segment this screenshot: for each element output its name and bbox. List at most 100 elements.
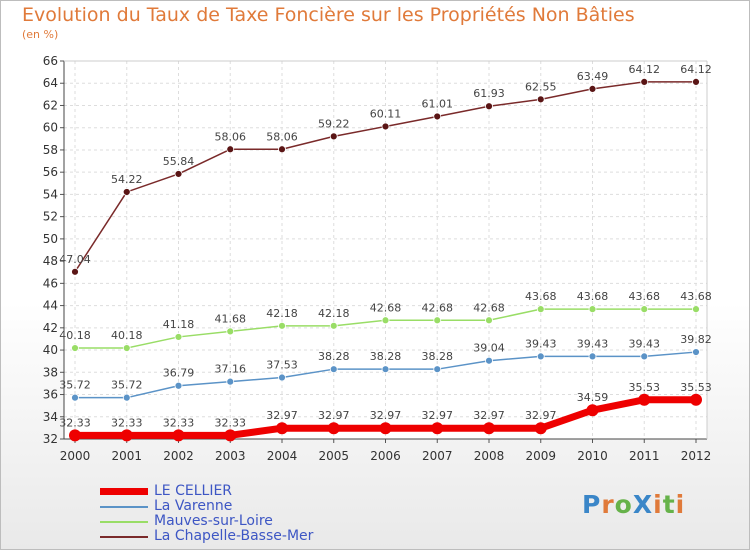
data-label: 43.68 [577,290,609,303]
legend-swatch [100,488,148,495]
data-point [588,85,597,93]
legend-label: LE CELLIER [154,483,233,499]
data-point [483,422,495,435]
y-tick-label: 32 [43,432,58,446]
data-point [588,305,597,314]
data-point [638,393,651,406]
x-tick-label: 2003 [215,449,246,463]
data-point [692,78,700,86]
y-tick-label: 52 [43,210,58,224]
x-tick-label: 2002 [163,449,194,463]
x-tick-label: 2012 [681,449,712,463]
y-tick-label: 44 [43,299,58,313]
data-point [327,422,340,435]
data-label: 42.68 [422,301,454,314]
data-point [381,122,390,131]
data-point [174,170,183,178]
legend-item: LE CELLIER [100,484,313,499]
x-tick-label: 2008 [474,449,505,463]
logo-letter: i [653,490,663,519]
data-label: 35.53 [629,381,661,394]
data-label: 39.43 [629,337,661,350]
legend-item: La Chapelle-Basse-Mer [100,529,313,544]
data-label: 58.06 [215,130,247,143]
y-tick-label: 34 [43,410,58,424]
x-tick-label: 2006 [370,449,401,463]
data-label: 42.18 [266,307,298,320]
data-label: 32.97 [525,409,557,422]
data-label: 32.33 [111,416,143,429]
data-point [640,305,649,314]
data-point [536,305,545,314]
data-point [329,321,338,330]
y-tick-label: 50 [43,232,58,246]
data-label: 64.12 [680,63,712,76]
data-label: 40.18 [59,329,91,342]
data-label: 32.97 [422,409,454,422]
data-label: 47.04 [59,253,91,266]
chart-unit-label: (en %) [22,28,59,41]
y-tick-label: 56 [43,165,58,179]
y-tick-label: 64 [43,76,58,90]
data-label: 37.53 [266,359,298,372]
data-point [278,321,286,330]
y-tick-label: 38 [43,365,58,379]
data-point [381,316,390,325]
data-label: 63.49 [577,70,609,83]
data-label: 38.28 [422,350,454,363]
data-label: 32.33 [215,416,247,429]
data-point [329,365,338,374]
data-label: 32.97 [370,409,402,422]
data-point [122,393,131,402]
data-label: 41.18 [163,318,195,331]
data-label: 59.22 [318,117,350,130]
legend-label: Mauves-sur-Loire [154,513,273,529]
data-point [586,404,599,417]
x-tick-label: 2007 [422,449,453,463]
y-tick-label: 60 [43,121,58,135]
data-point [71,344,79,352]
legend-swatch [100,505,148,508]
data-point [692,348,700,356]
legend-swatch [100,535,148,538]
data-point [276,422,288,435]
data-label: 37.16 [215,363,247,376]
data-point [379,422,392,435]
x-tick-label: 2005 [318,449,349,463]
data-point [690,393,702,406]
data-label: 32.97 [266,409,298,422]
x-tick-label: 2011 [629,449,660,463]
data-label: 38.28 [318,350,350,363]
data-point [226,327,235,336]
legend-label: La Varenne [154,498,233,514]
data-label: 32.97 [473,409,505,422]
data-label: 39.04 [473,342,505,355]
data-point [278,373,286,382]
x-tick-label: 2009 [525,449,556,463]
legend-label: La Chapelle-Basse-Mer [154,528,314,544]
data-point [71,393,79,402]
legend-item: Mauves-sur-Loire [100,514,313,529]
data-point [485,356,493,365]
data-label: 40.18 [111,329,143,342]
data-label: 35.72 [111,379,143,392]
logo-letter: P [582,490,602,519]
data-label: 43.68 [525,290,557,303]
data-label: 32.33 [59,416,91,429]
logo-letter: i [675,490,686,519]
chart-legend: LE CELLIER La Varenne Mauves-sur-Loire La C… [100,484,313,544]
chart-title: Evolution du Taux de Taxe Foncière sur l… [22,4,635,26]
proxiti-logo: ProXiti [582,490,685,519]
data-label: 42.68 [473,301,505,314]
data-label: 35.72 [59,379,91,392]
data-point [226,145,235,154]
data-point [433,316,442,325]
data-point [536,352,545,361]
data-label: 42.68 [370,301,402,314]
data-point [172,429,185,442]
data-label: 42.18 [318,307,350,320]
data-label: 32.33 [163,416,195,429]
x-tick-label: 2010 [577,449,608,463]
data-point [534,422,547,435]
